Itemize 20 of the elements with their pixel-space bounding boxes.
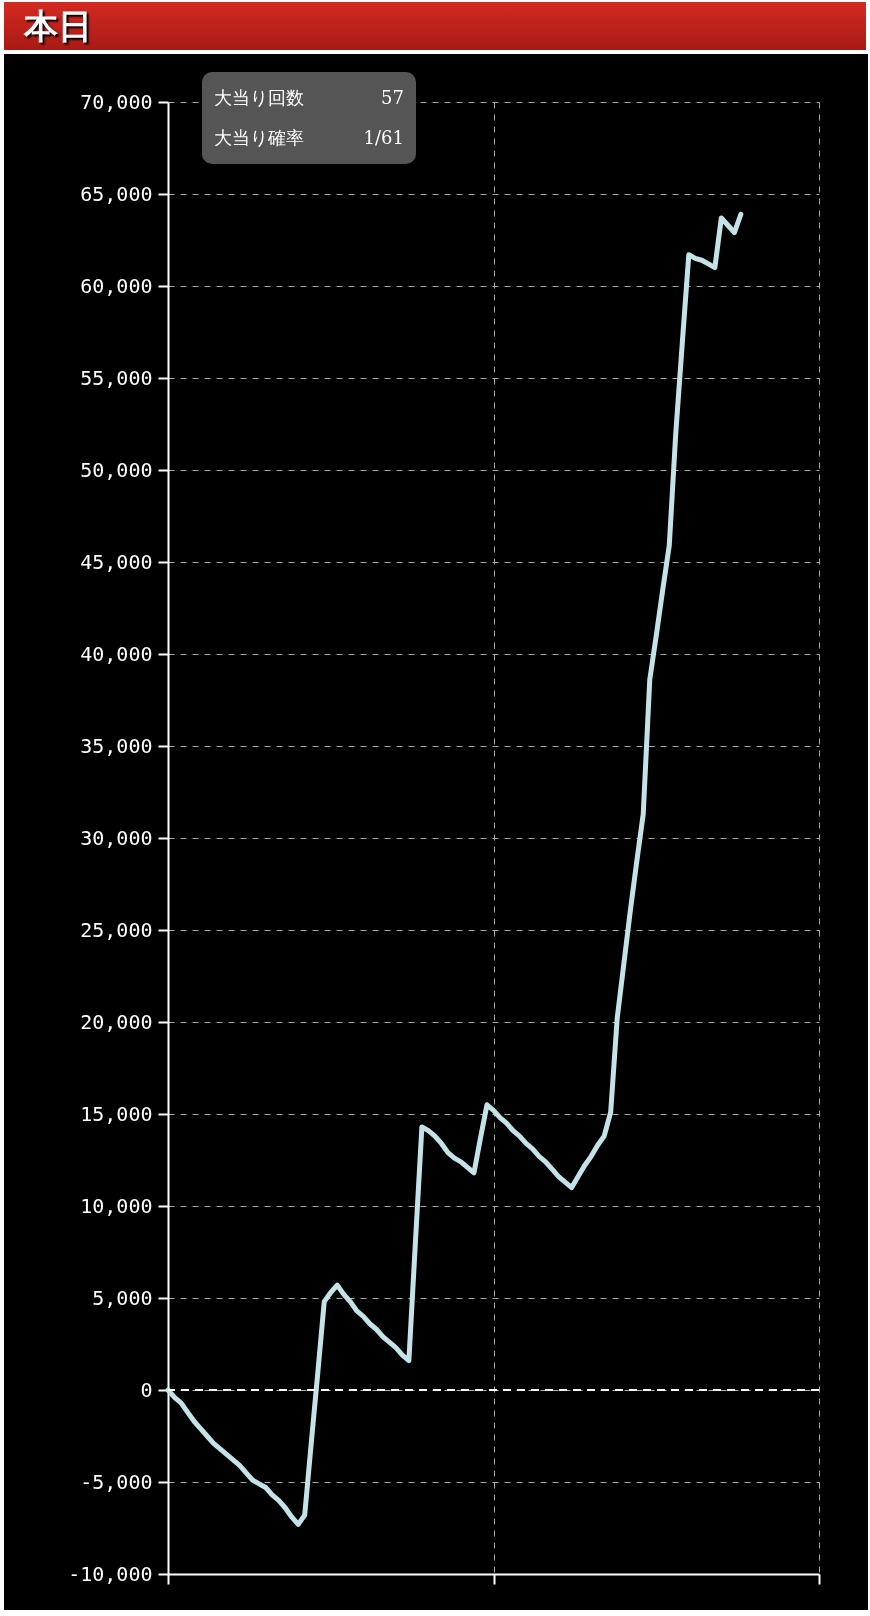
y-tick-label: 20,000 [80, 1009, 153, 1034]
y-tick-label: 65,000 [80, 181, 153, 206]
y-tick-label: 30,000 [80, 825, 153, 850]
y-tick-label: 15,000 [80, 1101, 153, 1126]
y-tick-label: 50,000 [80, 457, 153, 482]
y-tick-label: 0 [140, 1377, 153, 1402]
y-tick-label: 60,000 [80, 273, 153, 298]
y-tick-label: 40,000 [80, 641, 153, 666]
text: 大当り確率 1/61 [214, 127, 404, 148]
y-tick-label: -5,000 [80, 1469, 153, 1494]
chart-title: 本日 [2, 0, 868, 52]
y-tick-label: 55,000 [80, 365, 153, 390]
y-tick-label: 45,000 [80, 549, 153, 574]
y-tick-label: 10,000 [80, 1193, 153, 1218]
y-tick-label: 70,000 [80, 89, 153, 114]
y-tick-label: 5,000 [92, 1285, 153, 1310]
text: 大当り回数 57 [214, 87, 404, 108]
y-tick-label: 35,000 [80, 733, 153, 758]
y-tick-label: 25,000 [80, 917, 153, 942]
y-tick-label: -10,000 [68, 1561, 153, 1586]
